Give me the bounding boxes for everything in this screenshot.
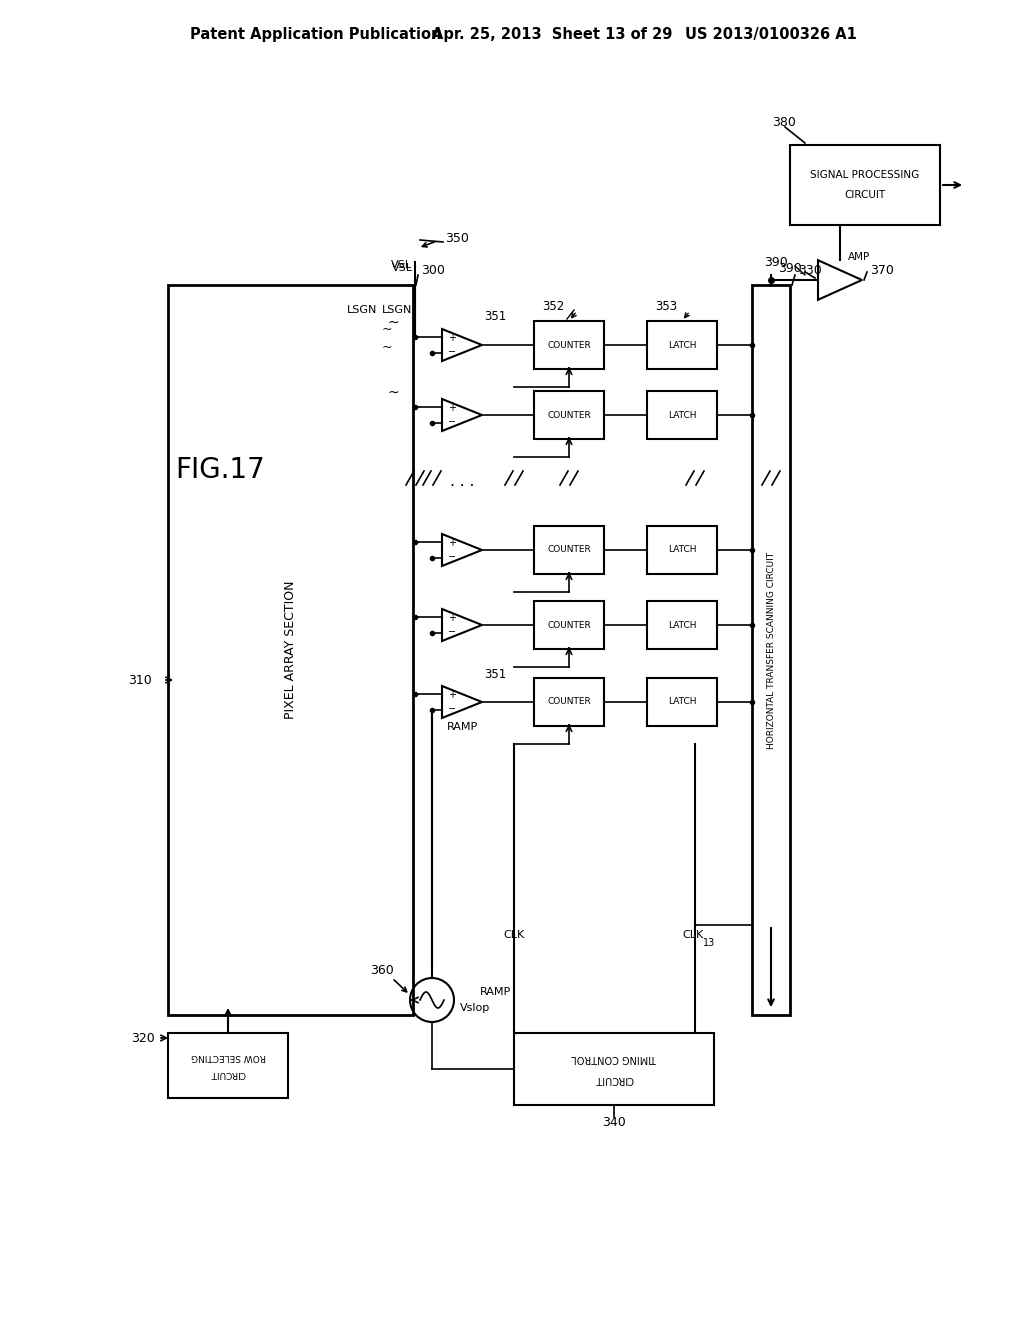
Text: 320: 320 (131, 1031, 155, 1044)
Text: −: − (447, 704, 456, 714)
Text: ROW SELECTING: ROW SELECTING (190, 1052, 265, 1061)
Text: +: + (449, 403, 456, 413)
Text: Patent Application Publication: Patent Application Publication (190, 28, 441, 42)
Text: LATCH: LATCH (668, 697, 696, 706)
Text: FIG.17: FIG.17 (175, 455, 265, 484)
Bar (168, 285, 413, 1015)
Bar (534, 391, 604, 440)
Text: US 2013/0100326 A1: US 2013/0100326 A1 (685, 28, 857, 42)
Bar (647, 391, 717, 440)
Bar (168, 1034, 288, 1098)
Text: 310: 310 (128, 673, 152, 686)
Text: RAMP: RAMP (480, 987, 511, 997)
Text: −: − (447, 552, 456, 562)
Text: COUNTER: COUNTER (547, 341, 591, 350)
Bar (534, 321, 604, 370)
Text: ~: ~ (382, 341, 392, 354)
Bar (647, 525, 717, 574)
Text: +: + (449, 333, 456, 343)
Text: 330: 330 (798, 264, 821, 276)
Bar (752, 285, 790, 1015)
Text: 340: 340 (602, 1117, 626, 1130)
Text: 350: 350 (445, 231, 469, 244)
Text: LATCH: LATCH (668, 545, 696, 554)
Bar (534, 601, 604, 649)
Text: COUNTER: COUNTER (547, 620, 591, 630)
Text: +: + (449, 612, 456, 623)
Text: VSL: VSL (392, 263, 413, 273)
Text: 13: 13 (703, 939, 715, 948)
Text: 300: 300 (421, 264, 444, 276)
Text: LSGN: LSGN (347, 305, 377, 315)
Text: −: − (447, 347, 456, 356)
Text: LATCH: LATCH (668, 411, 696, 420)
Text: VSL: VSL (391, 260, 412, 271)
Text: CIRCUIT: CIRCUIT (210, 1069, 246, 1078)
Text: CIRCUIT: CIRCUIT (595, 1074, 633, 1084)
Text: Apr. 25, 2013  Sheet 13 of 29: Apr. 25, 2013 Sheet 13 of 29 (432, 28, 673, 42)
Text: +: + (449, 539, 456, 548)
Text: CLK: CLK (682, 931, 703, 940)
Text: LSGN: LSGN (382, 305, 412, 315)
Bar (790, 145, 940, 224)
Text: PIXEL ARRAY SECTION: PIXEL ARRAY SECTION (284, 581, 297, 719)
Text: COUNTER: COUNTER (547, 545, 591, 554)
Text: 351: 351 (484, 668, 506, 681)
Bar (534, 525, 604, 574)
Text: SIGNAL PROCESSING: SIGNAL PROCESSING (810, 170, 920, 180)
Text: +: + (449, 690, 456, 700)
Text: CLK: CLK (504, 931, 524, 940)
Bar (647, 678, 717, 726)
Text: −: − (447, 417, 456, 426)
Bar (514, 1034, 714, 1105)
Text: 353: 353 (655, 301, 677, 314)
Text: 380: 380 (772, 116, 796, 129)
Text: Vslop: Vslop (460, 1003, 490, 1012)
Text: . . .: . . . (450, 474, 474, 490)
Text: 390: 390 (764, 256, 788, 268)
Text: ~: ~ (382, 322, 392, 335)
Text: LATCH: LATCH (668, 620, 696, 630)
Text: RAMP: RAMP (447, 722, 478, 733)
Text: ~: ~ (387, 385, 398, 400)
Text: 370: 370 (870, 264, 894, 276)
Text: 351: 351 (484, 310, 506, 323)
Text: −: − (447, 627, 456, 638)
Text: HORIZONTAL TRANSFER SCANNING CIRCUIT: HORIZONTAL TRANSFER SCANNING CIRCUIT (767, 552, 775, 748)
Text: LATCH: LATCH (668, 341, 696, 350)
Text: 352: 352 (542, 301, 564, 314)
Text: COUNTER: COUNTER (547, 697, 591, 706)
Bar (647, 321, 717, 370)
Bar (647, 601, 717, 649)
Text: AMP: AMP (848, 252, 870, 261)
Text: TIMING CONTROL: TIMING CONTROL (571, 1053, 656, 1063)
Text: 390: 390 (778, 261, 802, 275)
Text: COUNTER: COUNTER (547, 411, 591, 420)
Text: ~: ~ (387, 315, 398, 330)
Bar (534, 678, 604, 726)
Text: CIRCUIT: CIRCUIT (845, 190, 886, 201)
Text: 360: 360 (371, 964, 394, 977)
